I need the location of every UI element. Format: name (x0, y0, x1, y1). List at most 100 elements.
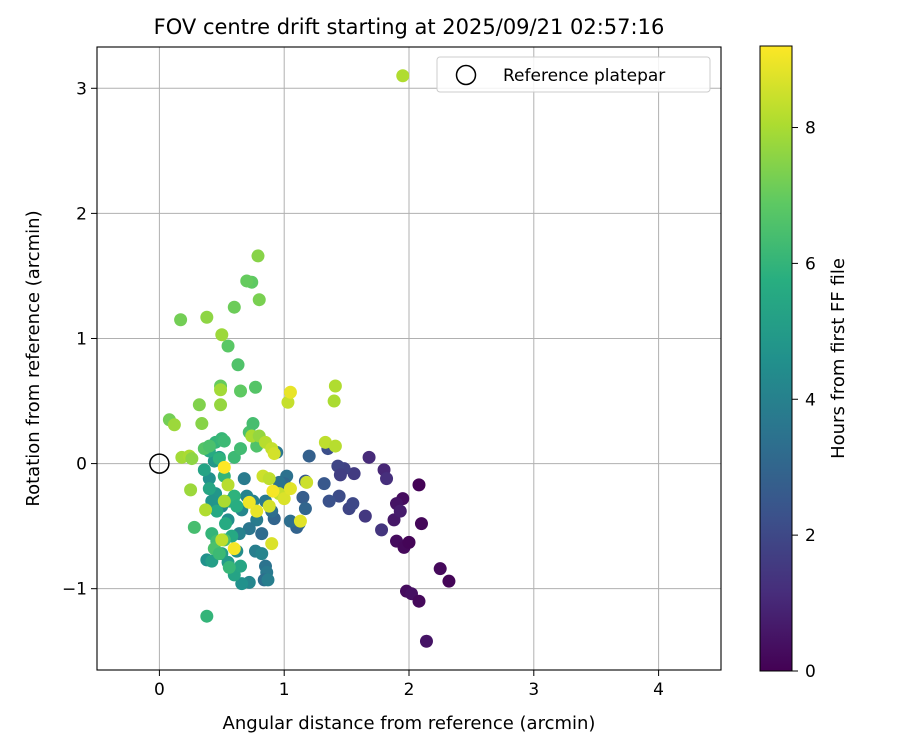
data-point (167, 418, 181, 432)
colorbar-ticks: 0 2 4 6 8 (792, 119, 816, 682)
y-tick-label: 1 (76, 329, 87, 349)
data-point (221, 339, 235, 353)
data-point (283, 514, 297, 528)
data-point (419, 634, 433, 648)
data-point (217, 434, 231, 448)
data-point (215, 328, 229, 342)
y-axis-ticks: −1 0 1 2 3 (62, 79, 97, 600)
colorbar-tick-label: 0 (805, 662, 816, 682)
data-point (252, 293, 266, 307)
data-point (217, 494, 231, 508)
y-tick-label: 3 (76, 79, 87, 99)
data-point (234, 442, 248, 456)
colorbar-label: Hours from first FF file (828, 258, 849, 459)
legend-label: Reference platepar (503, 66, 665, 86)
data-point (215, 533, 229, 547)
data-point (185, 452, 199, 466)
data-point (199, 503, 213, 517)
data-point (255, 547, 269, 561)
data-point (214, 383, 228, 397)
data-point (219, 517, 233, 531)
data-point (328, 439, 342, 453)
data-point (347, 467, 361, 481)
x-tick-label: 0 (154, 680, 165, 700)
legend-box (436, 56, 711, 93)
data-point (202, 482, 216, 496)
legend-marker (455, 64, 477, 86)
data-point (396, 69, 410, 83)
data-point (318, 435, 332, 449)
data-point (222, 560, 236, 574)
data-point (174, 313, 188, 327)
reference-marker (149, 453, 170, 474)
data-point (230, 499, 244, 513)
data-point (261, 573, 275, 587)
grid-lines (97, 47, 721, 670)
data-point (267, 447, 281, 461)
x-axis-label: Angular distance from reference (arcmin) (223, 713, 596, 734)
y-tick-label: −1 (62, 580, 87, 600)
data-point (262, 499, 276, 513)
colorbar-tick-label: 2 (805, 526, 816, 546)
data-point (214, 398, 228, 412)
data-point (296, 490, 310, 504)
colorbar: 0 2 4 6 8 Hours from first FF file (759, 45, 849, 682)
x-tick-label: 1 (279, 680, 290, 700)
data-point (283, 385, 297, 399)
data-point (328, 379, 342, 393)
data-point (281, 395, 295, 409)
y-tick-label: 2 (76, 204, 87, 224)
data-point (202, 439, 216, 453)
y-tick-label: 0 (76, 455, 87, 475)
data-point (255, 527, 269, 541)
data-point (266, 484, 280, 498)
x-axis-ticks: 0 1 2 3 4 (154, 670, 664, 700)
colorbar-gradient (759, 45, 793, 672)
data-point (217, 460, 231, 474)
data-point (402, 535, 416, 549)
data-point (200, 609, 214, 623)
data-point (242, 522, 256, 536)
data-point (442, 574, 456, 588)
x-tick-label: 3 (528, 680, 539, 700)
colorbar-tick-label: 8 (805, 119, 816, 139)
data-point (231, 358, 245, 372)
data-point (346, 497, 360, 511)
data-point (221, 478, 235, 492)
data-point (302, 449, 316, 463)
data-point (250, 504, 264, 518)
data-point (262, 472, 276, 486)
data-point (412, 478, 426, 492)
colorbar-tick-label: 4 (805, 390, 816, 410)
data-point (277, 492, 291, 506)
data-point (283, 482, 297, 496)
data-point (187, 520, 201, 534)
colorbar-tick-label: 6 (805, 254, 816, 274)
y-axis-label: Rotation from reference (arcmin) (23, 210, 44, 506)
data-point (234, 559, 248, 573)
data-point (242, 495, 256, 509)
data-point (235, 577, 249, 591)
data-point (212, 547, 226, 561)
legend: Reference platepar (436, 56, 711, 93)
data-point (192, 398, 206, 412)
data-point (293, 514, 307, 528)
data-point (322, 494, 336, 508)
data-point (300, 475, 314, 489)
x-tick-label: 2 (404, 680, 415, 700)
data-point (358, 509, 372, 523)
data-point (393, 504, 407, 518)
data-point (248, 380, 262, 394)
x-tick-label: 4 (653, 680, 664, 700)
data-point (317, 477, 331, 491)
data-point (433, 562, 447, 576)
data-point (333, 468, 347, 482)
data-point (375, 523, 389, 537)
reference-platepar-marker (149, 453, 170, 474)
data-point (210, 504, 224, 518)
data-point (362, 450, 376, 464)
data-point (240, 274, 254, 288)
data-point (380, 472, 394, 486)
data-point (197, 463, 211, 477)
